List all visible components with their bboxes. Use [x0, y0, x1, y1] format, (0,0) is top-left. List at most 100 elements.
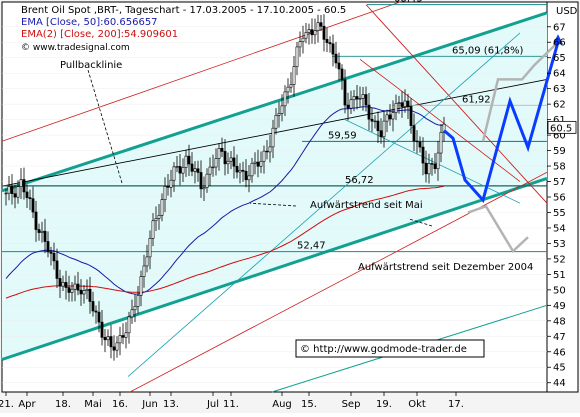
y-tick-label: 65 — [553, 53, 566, 64]
currency-label: USD — [556, 6, 578, 17]
candle-body — [421, 146, 425, 164]
candle-body — [97, 311, 101, 323]
candle-body — [436, 152, 440, 170]
pullback-line — [1, 78, 548, 187]
x-tick-label: Mai — [84, 399, 102, 410]
candle-body — [379, 130, 383, 138]
candle-body — [199, 172, 203, 190]
ema50-line — [5, 106, 445, 295]
candle-body — [40, 230, 44, 233]
candle-body — [13, 193, 17, 198]
candle-body — [124, 332, 128, 338]
candle-body — [94, 310, 98, 313]
y-tick-label: 61 — [553, 115, 566, 126]
y-tick-label: 46 — [553, 347, 566, 358]
x-axis-layer: 21. Apr 18. Mai 16. Jun 13. Jul 11. Aug 15. Sep 19. O… — [0, 392, 464, 410]
annotation-label: Pullbacklinie — [60, 60, 122, 71]
candle-body — [274, 115, 278, 129]
candle-body — [73, 283, 77, 290]
candle-body — [130, 309, 134, 318]
candle-body — [370, 118, 374, 122]
candle-body — [121, 335, 125, 338]
candle-body — [229, 157, 233, 162]
candle-body — [103, 337, 107, 341]
y-tick-label: 45 — [553, 363, 566, 374]
candle-body — [193, 168, 197, 172]
candle-body — [181, 167, 185, 174]
candle-body — [166, 186, 170, 188]
candle-body — [145, 256, 149, 267]
candle-body — [382, 120, 386, 138]
y-tick-label: 64 — [553, 69, 566, 80]
candle-body — [325, 39, 329, 43]
candle-body — [163, 186, 167, 200]
candle-body — [157, 215, 161, 219]
candle-body — [346, 104, 350, 109]
candle-body — [28, 197, 32, 199]
candle-body — [289, 84, 293, 88]
chart-title: Brent Oil Spot ,BRT-, Tageschart - 17.03… — [21, 5, 346, 16]
candle-body — [238, 169, 242, 173]
candle-body — [4, 192, 8, 195]
candle-body — [322, 25, 326, 40]
candle-body — [190, 163, 194, 172]
candle-body — [253, 161, 257, 164]
x-tick-label: Sep — [342, 399, 361, 410]
candle-body — [397, 102, 401, 104]
candle-body — [58, 278, 62, 287]
candle-body — [211, 166, 215, 169]
candle-body — [334, 53, 338, 64]
candle-body — [187, 155, 191, 165]
channel-upper-line — [1, 11, 548, 193]
candle-body — [307, 29, 311, 33]
candle-body — [220, 148, 224, 152]
candle-body — [52, 253, 56, 262]
candle-body — [439, 132, 443, 154]
pointer-uptrend-may — [249, 202, 297, 207]
candle-body — [31, 198, 35, 213]
candle-body — [268, 146, 272, 153]
candle-body — [286, 86, 290, 93]
candle-body — [100, 321, 104, 338]
y-tick-label: 56 — [553, 193, 566, 204]
candle-body — [154, 218, 158, 222]
candle-body — [112, 346, 116, 351]
candle-body — [298, 41, 302, 48]
candle-body — [265, 150, 269, 153]
candle-body — [427, 163, 431, 175]
candle-body — [133, 306, 137, 311]
candle-body — [232, 157, 236, 167]
candle-body — [88, 288, 92, 302]
candle-body — [82, 290, 86, 295]
x-tick-label: 11. — [223, 399, 239, 410]
candle-body — [202, 187, 206, 190]
candle-body — [304, 32, 308, 39]
candle-body — [292, 66, 296, 85]
candle-body — [214, 158, 218, 168]
candle-body — [139, 276, 143, 296]
x-tick-label: Okt — [408, 399, 426, 410]
candle-body — [19, 179, 23, 187]
candle-body — [337, 62, 341, 70]
y-tick-label: 54 — [553, 223, 566, 234]
y-tick-label: 67 — [553, 22, 566, 33]
y-tick-label: 59 — [553, 146, 566, 157]
x-tick-label: 13. — [163, 399, 179, 410]
candle-body — [430, 163, 434, 165]
projection-grey-up — [481, 41, 559, 142]
last-price-label: 60.5 — [550, 123, 572, 134]
candle-body — [85, 288, 89, 291]
x-tick-label: 18. — [55, 399, 71, 410]
projection-blue — [443, 41, 560, 204]
y-tick-label: 60 — [553, 131, 566, 142]
candle-body — [49, 251, 53, 254]
red-channel-upper — [1, 1, 401, 142]
pointer-dez-trend — [407, 218, 433, 227]
candle-body — [37, 229, 41, 233]
resistance-line — [365, 4, 548, 204]
candle-body — [70, 288, 74, 293]
copyright-box — [295, 339, 485, 358]
candle-body — [277, 113, 281, 116]
candle-body — [328, 42, 332, 45]
x-tick-label: 21. — [0, 399, 14, 410]
